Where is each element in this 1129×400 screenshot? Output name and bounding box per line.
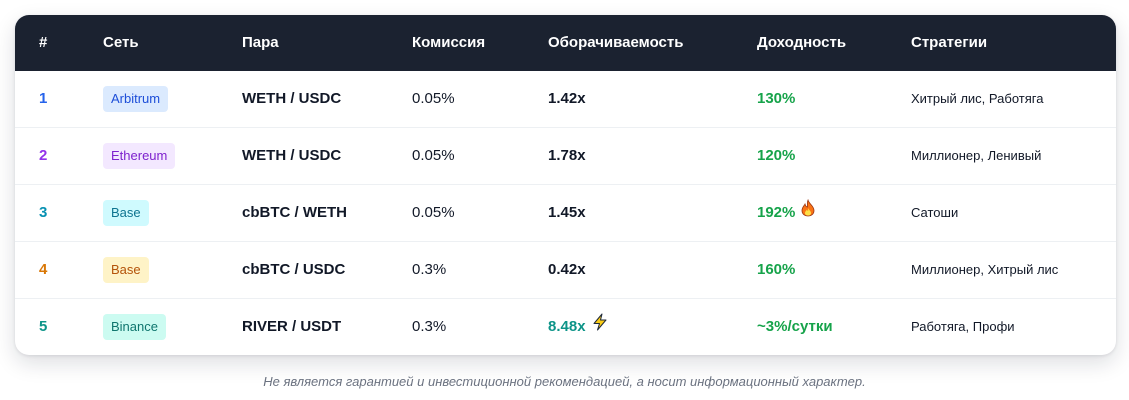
network-badge: Base <box>103 257 149 284</box>
header-rank: # <box>39 34 48 51</box>
header-strategies: Стратегии <box>911 34 988 51</box>
pair-cell: cbBTC / USDC <box>242 261 346 278</box>
table-row: 3 Base cbBTC / WETH 0.05% 1.45x 192% Сат… <box>15 185 1116 242</box>
turnover-cell: 8.48x <box>548 299 608 355</box>
turnover-cell: 1.42x <box>548 90 586 107</box>
fire-icon <box>801 185 815 241</box>
fee-cell: 0.3% <box>412 261 447 278</box>
header-yield: Доходность <box>757 34 847 51</box>
turnover-cell: 0.42x <box>548 261 586 278</box>
table-header: # Сеть Пара Комиссия Оборачиваемость Дох… <box>15 15 1116 71</box>
turnover-cell: 1.45x <box>548 204 586 221</box>
row-rank: 1 <box>39 90 48 107</box>
yield-cell: 160% <box>757 261 796 278</box>
fee-cell: 0.05% <box>412 204 455 221</box>
network-cell: Base <box>103 242 149 298</box>
pair-cell: cbBTC / WETH <box>242 204 347 221</box>
network-badge: Base <box>103 200 149 227</box>
pair-cell: RIVER / USDT <box>242 318 342 335</box>
fee-cell: 0.05% <box>412 147 455 164</box>
strategies-cell: Хитрый лис, Работяга <box>911 91 1044 106</box>
yield-value: 192% <box>757 204 796 221</box>
pair-cell: WETH / USDC <box>242 147 342 164</box>
turnover-cell: 1.78x <box>548 147 586 164</box>
network-badge: Ethereum <box>103 143 176 170</box>
network-cell: Arbitrum <box>103 71 169 127</box>
header-fee: Комиссия <box>412 34 486 51</box>
strategies-cell: Работяга, Профи <box>911 319 1015 334</box>
yield-cell: 192% <box>757 185 815 241</box>
row-rank: 3 <box>39 204 48 221</box>
pair-cell: WETH / USDC <box>242 90 342 107</box>
row-rank: 5 <box>39 318 48 335</box>
network-cell: Base <box>103 185 149 241</box>
strategies-cell: Миллионер, Хитрый лис <box>911 262 1059 277</box>
turnover-value: 8.48x <box>548 318 586 335</box>
network-cell: Binance <box>103 299 166 355</box>
header-turnover: Оборачиваемость <box>548 34 684 51</box>
fee-cell: 0.3% <box>412 318 447 335</box>
yield-cell: 130% <box>757 90 796 107</box>
row-rank: 4 <box>39 261 48 278</box>
table-row: 1 Arbitrum WETH / USDC 0.05% 1.42x 130% … <box>15 71 1116 128</box>
row-rank: 2 <box>39 147 48 164</box>
disclaimer: Не является гарантией и инвестиционной р… <box>263 374 866 389</box>
yield-cell: ~3%/сутки <box>757 318 833 335</box>
header-network: Сеть <box>103 34 139 51</box>
header-pair: Пара <box>242 34 279 51</box>
strategies-cell: Сатоши <box>911 205 959 220</box>
table-row: 2 Ethereum WETH / USDC 0.05% 1.78x 120% … <box>15 128 1116 185</box>
network-badge: Arbitrum <box>103 86 169 113</box>
yield-cell: 120% <box>757 147 796 164</box>
table-row: 5 Binance RIVER / USDT 0.3% 8.48x ~3%/су… <box>15 299 1116 355</box>
network-cell: Ethereum <box>103 128 176 184</box>
pools-table: # Сеть Пара Комиссия Оборачиваемость Дох… <box>15 15 1116 355</box>
network-badge: Binance <box>103 314 166 341</box>
fee-cell: 0.05% <box>412 90 455 107</box>
lightning-icon <box>592 299 608 355</box>
strategies-cell: Миллионер, Ленивый <box>911 148 1042 163</box>
table-row: 4 Base cbBTC / USDC 0.3% 0.42x 160% Милл… <box>15 242 1116 299</box>
